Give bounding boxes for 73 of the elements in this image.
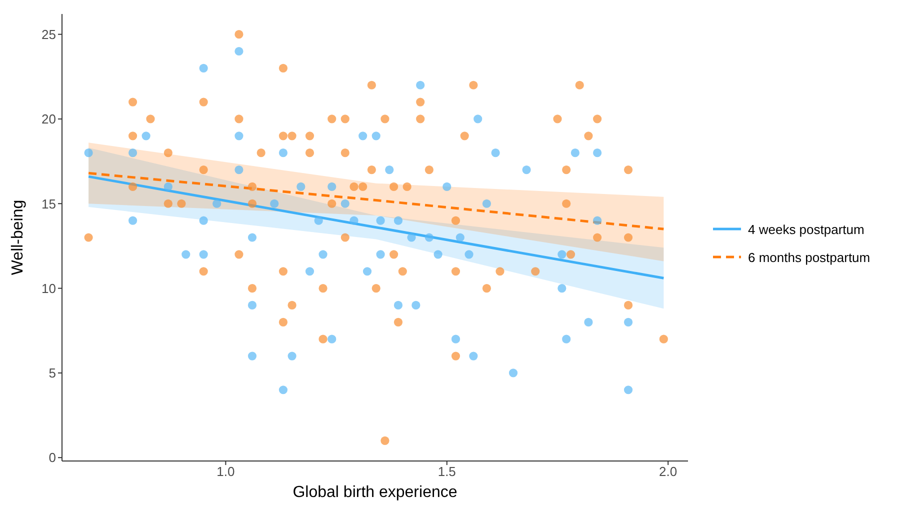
point [624, 318, 633, 326]
point [362, 267, 372, 276]
point [474, 114, 482, 124]
point [328, 182, 336, 192]
point [558, 284, 566, 293]
point [182, 250, 190, 259]
point [350, 216, 358, 225]
point [164, 182, 172, 192]
point [248, 300, 257, 310]
point [234, 132, 244, 140]
point [442, 182, 452, 192]
point [288, 352, 296, 360]
point [434, 250, 442, 259]
point [456, 233, 464, 242]
y-tick-label: 0 [48, 450, 56, 466]
y-tick-label: 20 [42, 112, 56, 127]
point [469, 352, 478, 360]
point [570, 148, 580, 158]
point [142, 132, 150, 140]
point [376, 250, 385, 259]
point [385, 165, 394, 174]
y-tick-label: 25 [42, 26, 56, 42]
y-axis-title: Well-being [10, 200, 27, 276]
point [128, 148, 138, 158]
point [234, 165, 244, 174]
point [558, 250, 566, 259]
point [482, 199, 492, 208]
point [318, 250, 328, 259]
point [278, 148, 288, 158]
point [407, 233, 416, 242]
point [278, 386, 288, 394]
point [372, 132, 380, 140]
point [234, 46, 244, 56]
point [491, 148, 500, 158]
point [593, 148, 602, 158]
point [394, 216, 403, 225]
point [584, 318, 593, 326]
y-tick-label: 15 [42, 196, 56, 212]
x-axis-title: Global birth experience [292, 484, 458, 501]
point [522, 165, 531, 174]
point [296, 182, 306, 192]
point [624, 386, 633, 394]
point [248, 233, 257, 242]
point [358, 132, 368, 140]
point [508, 368, 518, 378]
point [416, 80, 425, 90]
legend-label: 6 months postpartum [748, 250, 870, 264]
x-tick-label: 1.0 [216, 464, 235, 480]
x-tick-label: 1.5 [438, 464, 456, 480]
point [128, 216, 138, 225]
point [328, 334, 336, 344]
point [305, 267, 314, 276]
point [199, 64, 208, 72]
point [376, 216, 385, 225]
point [340, 199, 350, 208]
point [270, 199, 279, 208]
point [593, 216, 602, 225]
point [394, 300, 403, 310]
point [424, 233, 434, 242]
point [464, 250, 474, 259]
point [562, 334, 571, 344]
point [199, 216, 208, 225]
y-tick-label: 5 [48, 366, 56, 381]
y-tick-label: 10 [42, 280, 56, 296]
point [412, 300, 420, 310]
legend-label: 4 weeks postpartum [748, 222, 864, 236]
point [248, 352, 257, 360]
point [84, 148, 93, 158]
point [212, 199, 222, 208]
x-tick-label: 2.0 [659, 464, 678, 480]
point [451, 334, 460, 344]
point [199, 250, 208, 259]
point [314, 216, 323, 225]
